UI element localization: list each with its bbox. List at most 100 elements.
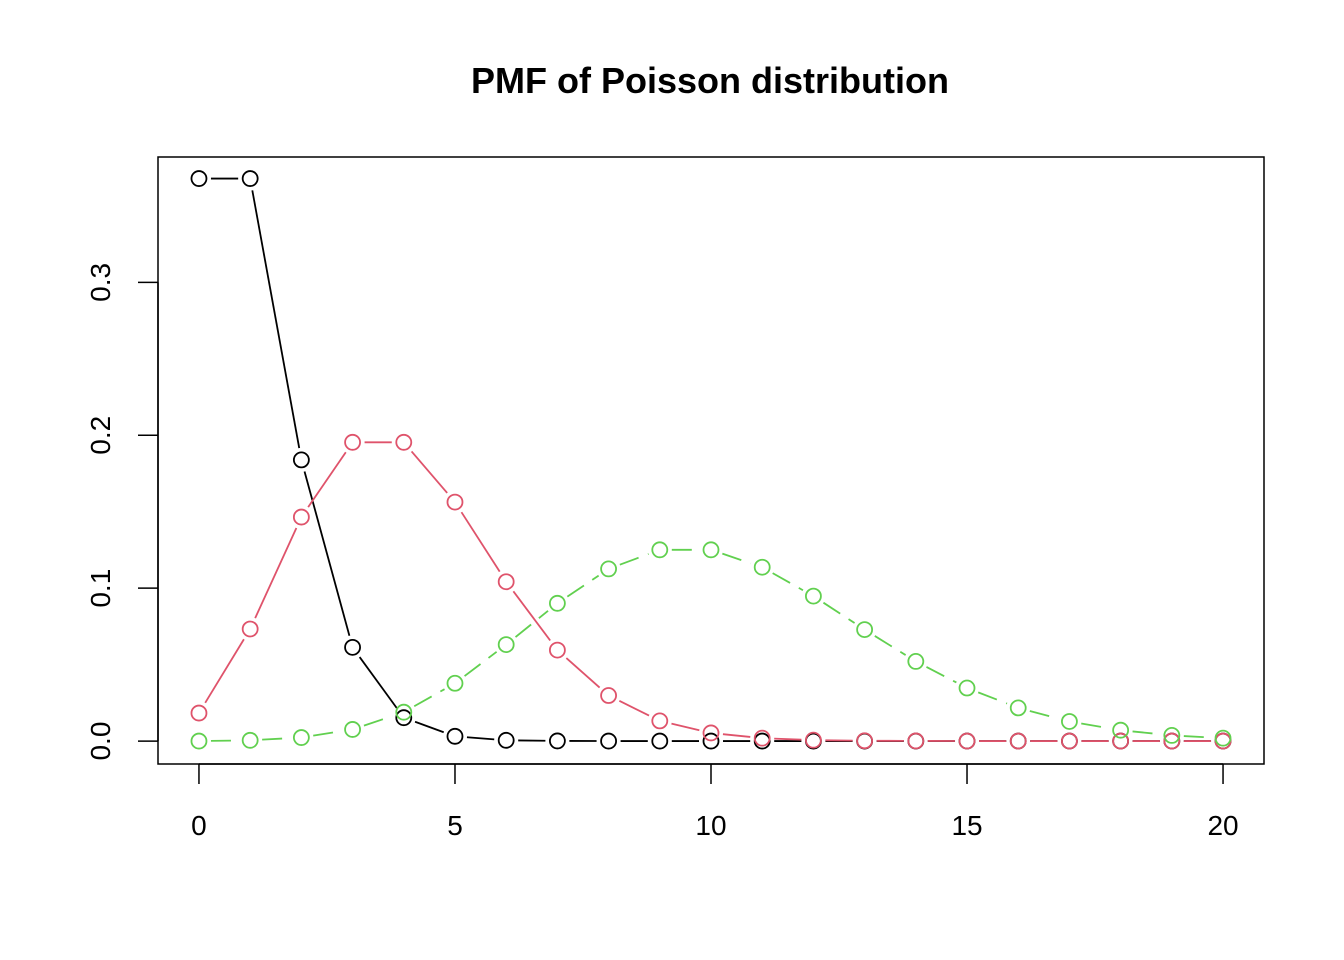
data-point	[395, 709, 413, 727]
data-point	[1163, 727, 1181, 744]
series-segment	[363, 715, 393, 727]
plot-box	[157, 156, 1265, 765]
series-segment	[466, 736, 495, 741]
data-point	[395, 433, 413, 451]
series-segment	[619, 553, 649, 566]
data-point	[1009, 732, 1027, 750]
data-point	[241, 731, 259, 749]
series-segment	[671, 722, 700, 732]
series-segment	[303, 471, 351, 637]
series-segment	[565, 657, 601, 689]
data-point	[292, 451, 310, 469]
data-point	[1061, 713, 1078, 730]
data-point	[1061, 732, 1078, 750]
data-point	[958, 732, 976, 750]
series-segment	[1132, 730, 1160, 736]
data-point	[344, 433, 361, 451]
series-segment	[618, 700, 650, 717]
data-point	[753, 558, 771, 576]
series-segment	[464, 651, 498, 677]
data-point	[1112, 721, 1130, 739]
series-segment	[926, 666, 957, 684]
series-layer	[190, 170, 1232, 750]
series-segment	[512, 590, 551, 642]
data-point	[753, 729, 771, 747]
data-point	[446, 493, 464, 511]
series-segment	[313, 730, 341, 737]
data-point	[548, 732, 566, 750]
data-point	[1009, 699, 1027, 717]
series-1	[190, 170, 1232, 750]
series-3	[190, 541, 1232, 750]
series-segment	[262, 737, 290, 741]
data-point	[1112, 732, 1130, 750]
series-segment	[254, 527, 298, 619]
series-segment	[251, 190, 301, 449]
data-point	[548, 641, 566, 659]
data-point	[548, 594, 566, 612]
y-tick-label: 0.1	[85, 569, 116, 608]
data-point	[497, 636, 515, 653]
series-segment	[977, 691, 1008, 705]
data-point	[1163, 732, 1181, 750]
x-tick-label: 20	[1207, 810, 1238, 841]
series-segment	[307, 451, 347, 508]
data-point	[190, 704, 208, 722]
series-segment	[1029, 710, 1059, 720]
data-point	[651, 712, 669, 730]
series-segment	[414, 720, 445, 734]
data-point	[805, 731, 822, 749]
y-tick-label: 0.3	[85, 263, 116, 302]
series-segment	[460, 511, 501, 573]
data-point	[805, 587, 822, 605]
chart-title: PMF of Poisson distribution	[471, 60, 949, 101]
data-point	[190, 170, 208, 187]
series-segment	[774, 737, 802, 741]
series-segment	[722, 733, 751, 738]
series-segment	[1081, 722, 1109, 730]
data-point	[292, 508, 310, 526]
series-segment	[566, 574, 600, 598]
data-point	[446, 674, 464, 692]
data-point	[702, 541, 720, 559]
y-tick-label: 0.2	[85, 416, 116, 455]
data-point	[446, 727, 464, 745]
data-point	[907, 732, 925, 750]
series-segment	[514, 610, 549, 638]
y-tick-label: 0.0	[85, 722, 116, 761]
series-segment	[822, 601, 856, 624]
series-segment	[772, 572, 804, 592]
data-point	[702, 732, 720, 750]
data-point	[1214, 729, 1232, 747]
x-tick-label: 10	[695, 810, 726, 841]
y-axis: 0.0 0.1 0.2 0.3	[85, 263, 159, 761]
x-axis: 0 5 10 15 20	[191, 763, 1239, 841]
data-point	[600, 732, 617, 750]
data-point	[651, 732, 669, 750]
series-segment	[874, 635, 907, 656]
data-point	[702, 724, 720, 742]
data-point	[497, 731, 515, 749]
data-point	[600, 560, 617, 578]
data-point	[600, 687, 617, 704]
data-point	[497, 573, 515, 591]
data-point	[190, 732, 208, 750]
data-point	[958, 679, 976, 697]
x-tick-label: 15	[951, 810, 982, 841]
data-point	[856, 621, 874, 639]
data-point	[344, 638, 361, 656]
series-segment	[410, 450, 448, 494]
data-point	[241, 170, 259, 187]
x-tick-label: 0	[191, 810, 207, 841]
series-segment	[413, 688, 445, 708]
data-point	[292, 729, 310, 746]
data-point	[395, 703, 413, 721]
series-2	[190, 433, 1232, 750]
series-segment	[722, 552, 752, 565]
data-point	[856, 732, 874, 750]
data-point	[344, 721, 361, 738]
series-segment	[358, 656, 398, 709]
data-point	[907, 653, 925, 670]
data-point	[241, 620, 259, 638]
